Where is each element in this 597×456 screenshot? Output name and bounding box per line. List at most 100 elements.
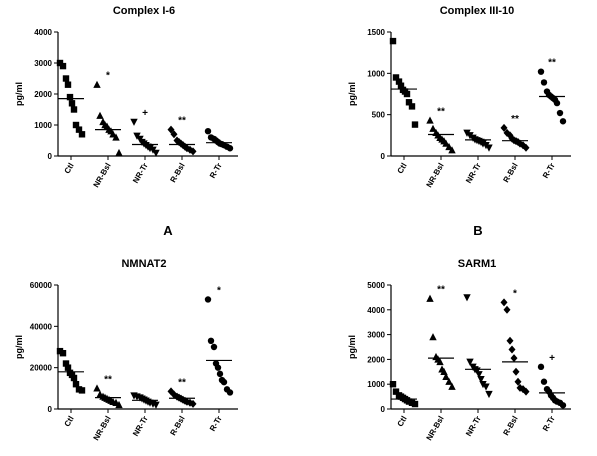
y-tick-label: 0 — [381, 152, 386, 161]
panel-label-b: B — [473, 223, 482, 238]
data-point — [152, 401, 160, 409]
chart-title: Complex III-10 — [440, 5, 515, 17]
data-point — [510, 354, 518, 363]
significance-marker: ** — [548, 58, 556, 69]
data-point — [226, 145, 234, 152]
data-point — [553, 99, 561, 107]
data-point — [78, 131, 86, 138]
data-point — [429, 124, 437, 132]
y-tick-label: 0 — [381, 405, 386, 414]
data-point — [66, 93, 74, 101]
data-point — [426, 116, 434, 124]
y-tick-label: 40000 — [30, 322, 53, 331]
y-tick-label: 1000 — [34, 121, 52, 130]
x-tick-label: R-Bsl — [168, 415, 186, 438]
data-point — [59, 350, 67, 357]
chart-title: NMNAT2 — [121, 258, 166, 270]
data-point — [411, 121, 419, 128]
data-point — [512, 367, 520, 376]
data-point — [70, 374, 78, 382]
y-tick-label: 20000 — [30, 364, 53, 373]
data-point — [96, 111, 104, 119]
data-point — [93, 384, 101, 392]
x-tick-label: NR-Bsl — [92, 415, 113, 443]
y-tick-label: 60000 — [30, 281, 53, 290]
data-point — [514, 377, 522, 386]
significance-marker: ** — [511, 114, 519, 125]
data-point — [445, 377, 453, 385]
data-point — [448, 146, 456, 154]
panel-label-a: A — [163, 223, 173, 238]
data-point — [389, 381, 397, 388]
data-point — [93, 80, 101, 88]
data-point — [112, 133, 120, 141]
data-point — [445, 142, 453, 151]
y-tick-label: 500 — [372, 111, 386, 120]
y-tick-label: 4000 — [367, 306, 385, 315]
significance-marker: * — [217, 285, 221, 296]
data-point — [72, 381, 80, 388]
data-point — [485, 390, 493, 399]
significance-marker: ** — [104, 374, 112, 385]
data-point — [556, 109, 564, 117]
data-point — [522, 387, 530, 396]
data-point — [395, 78, 403, 85]
significance-marker: ** — [178, 377, 186, 388]
x-tick-label: Ctl — [63, 162, 76, 176]
data-point — [463, 294, 471, 302]
chart-title: SARM1 — [458, 258, 497, 270]
y-tick-label: 0 — [48, 405, 53, 414]
data-point — [426, 294, 434, 302]
y-tick-label: 1000 — [367, 69, 385, 78]
data-point — [537, 363, 545, 371]
x-tick-label: R-Tr — [541, 162, 557, 180]
data-point — [210, 343, 218, 351]
data-point — [189, 147, 197, 156]
x-tick-label: NR-Bsl — [425, 415, 446, 443]
data-point — [170, 130, 178, 139]
data-point — [485, 144, 493, 152]
x-tick-label: R-Tr — [208, 415, 224, 433]
y-axis-label: pg/ml — [347, 335, 357, 359]
data-point — [216, 370, 224, 378]
significance-marker: ** — [437, 285, 445, 296]
data-point — [448, 382, 456, 390]
data-point — [130, 118, 138, 126]
data-point — [226, 389, 234, 396]
y-tick-label: 3000 — [34, 59, 52, 68]
x-tick-label: NR-Tr — [131, 415, 150, 438]
data-point — [482, 383, 490, 391]
x-tick-label: NR-Tr — [464, 415, 483, 438]
significance-marker: + — [142, 108, 148, 119]
data-point — [500, 298, 508, 307]
data-point — [559, 402, 567, 409]
data-point — [70, 106, 78, 113]
data-point — [59, 62, 67, 70]
x-tick-label: Ctl — [63, 415, 76, 429]
y-tick-label: 1000 — [367, 380, 385, 389]
chart-panel-4: SARM1 pg/ml 0 1000 2000 3000 4000 5000 Ctl NR-Bsl… — [347, 258, 571, 442]
data-point — [411, 400, 419, 408]
chart-panel-2: Complex III-10 pg/ml 0 500 1000 1500 Ctl NR-Bsl… — [347, 5, 571, 189]
chart-panel-3: NMNAT2 pg/ml 0 20000 40000 60000 Ctl NR-Bsl ** NR… — [14, 258, 238, 442]
data-point — [214, 364, 222, 371]
data-point — [78, 387, 86, 394]
data-point — [397, 82, 405, 89]
data-point — [403, 90, 411, 98]
data-point — [475, 371, 483, 379]
y-tick-label: 2000 — [34, 90, 52, 99]
data-point — [207, 337, 215, 344]
data-point — [152, 149, 160, 157]
data-point — [204, 296, 212, 303]
data-point — [68, 100, 76, 107]
x-tick-label: NR-Bsl — [92, 162, 113, 190]
x-tick-label: R-Bsl — [168, 162, 186, 185]
data-point — [436, 357, 444, 366]
data-point — [506, 336, 514, 345]
x-tick-label: R-Bsl — [501, 162, 519, 185]
data-point — [429, 333, 437, 341]
chart-panel-1: Complex I-6 pg/ml 0 1000 2000 3000 4000 Ctl NR-B… — [14, 5, 238, 189]
y-tick-label: 1500 — [367, 28, 385, 37]
